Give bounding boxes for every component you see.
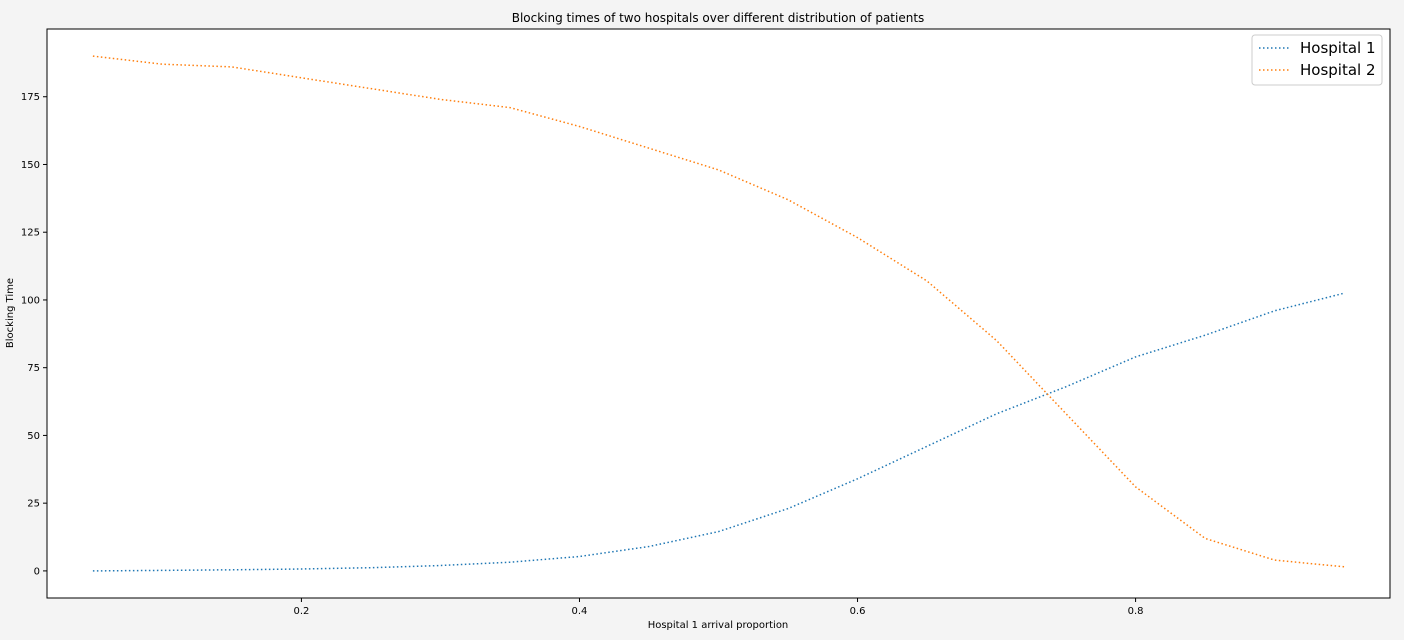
y-tick-label: 125 [21, 228, 40, 239]
series-line-hospital-2 [92, 55, 1345, 568]
y-tick-label: 100 [21, 295, 40, 306]
series-layer [92, 55, 1345, 572]
legend-label-hospital-2: Hospital 2 [1300, 61, 1376, 79]
x-tick-label: 0.6 [850, 606, 866, 617]
y-tick-label: 175 [21, 92, 40, 103]
x-axis-ticks: 0.2 0.4 0.6 0.8 [293, 598, 1144, 617]
chart-title: Blocking times of two hospitals over dif… [512, 11, 925, 25]
x-tick-label: 0.4 [572, 606, 588, 617]
y-axis-label: Blocking Time [5, 278, 16, 348]
series-line-hospital-1 [92, 292, 1345, 572]
y-tick-label: 50 [27, 431, 40, 442]
y-tick-label: 150 [21, 160, 40, 171]
y-tick-label: 75 [27, 363, 40, 374]
plot-frame [46, 28, 1391, 599]
plot-area [47, 29, 1390, 598]
legend: Hospital 1 Hospital 2 [1251, 34, 1383, 86]
y-axis-ticks: 0 25 50 75 100 125 150 175 [21, 92, 47, 577]
x-tick-label: 0.2 [293, 606, 309, 617]
x-tick-label: 0.8 [1128, 606, 1144, 617]
y-tick-label: 25 [27, 499, 40, 510]
x-axis-label: Hospital 1 arrival proportion [648, 620, 789, 631]
y-tick-label: 0 [34, 566, 40, 577]
legend-label-hospital-1: Hospital 1 [1300, 39, 1376, 57]
